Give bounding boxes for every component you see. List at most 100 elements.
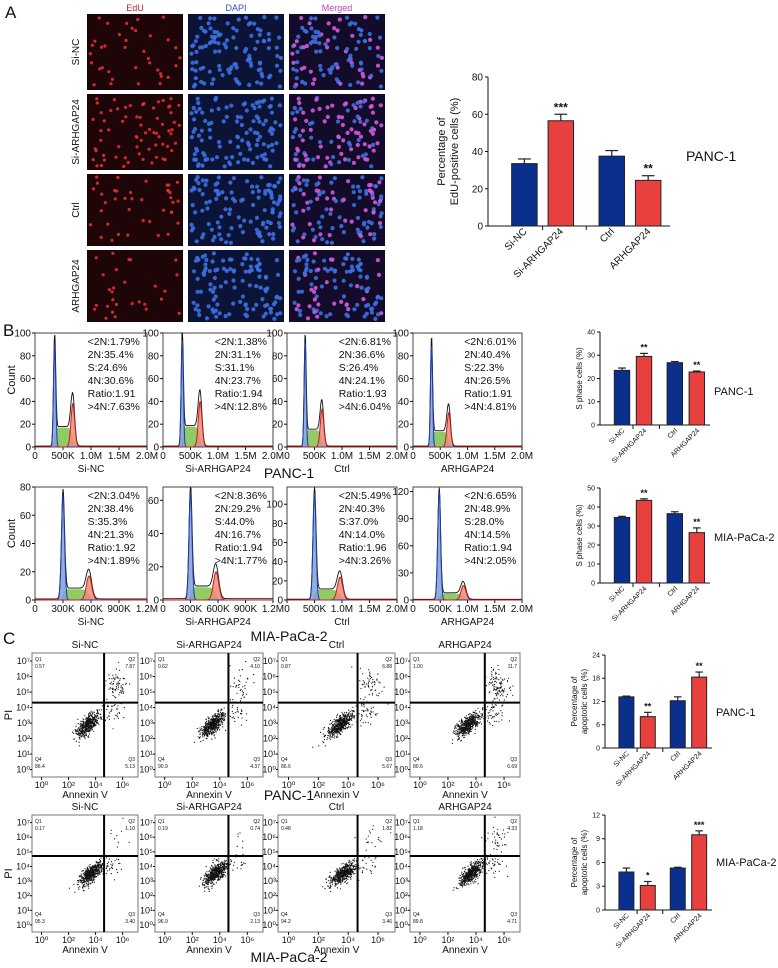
event-dot — [237, 707, 239, 709]
panel-label-c: C — [3, 629, 15, 648]
event-dot — [460, 739, 462, 741]
cell-nucleus — [271, 302, 276, 307]
cell-nucleus — [360, 175, 365, 180]
event-dot — [91, 719, 93, 721]
event-dot — [117, 681, 119, 683]
event-dot — [224, 713, 226, 715]
y-tick-label: 40 — [472, 147, 484, 158]
cell-nucleus — [136, 17, 140, 22]
event-dot — [363, 703, 365, 705]
event-dot — [242, 694, 244, 696]
event-dot — [220, 718, 222, 720]
event-dot — [359, 667, 362, 669]
event-dot — [81, 877, 83, 879]
annexin-axis-label: Annexin V — [62, 790, 108, 801]
event-dot — [329, 732, 331, 734]
event-dot — [115, 676, 117, 679]
bar — [669, 867, 686, 911]
x-tick-label: 10⁰ — [35, 780, 49, 790]
cell-cycle-stat: Ratio:1.91 — [464, 388, 512, 400]
quadrant-name: Q1 — [281, 657, 288, 663]
cell-nucleus — [211, 297, 216, 302]
event-dot — [220, 714, 222, 716]
cell-nucleus — [217, 225, 222, 230]
event-dot — [457, 725, 460, 727]
event-dot — [334, 723, 336, 725]
event-dot — [495, 671, 497, 673]
event-dot — [88, 736, 90, 738]
micrograph-dapi — [188, 250, 284, 322]
event-dot — [352, 715, 354, 717]
quadrant-percentage: 5.13 — [125, 764, 135, 770]
category-label: Ctrl — [670, 912, 683, 925]
event-dot — [216, 860, 218, 862]
event-dot — [89, 721, 91, 723]
event-dot — [224, 718, 226, 721]
event-dot — [464, 729, 466, 731]
event-dot — [489, 681, 491, 684]
cell-nucleus — [231, 268, 237, 273]
event-dot — [492, 684, 494, 686]
event-dot — [492, 689, 495, 691]
event-dot — [88, 878, 90, 880]
cell-nucleus — [169, 111, 173, 115]
event-dot — [332, 729, 334, 731]
cell-nucleus — [198, 289, 203, 294]
cell-nucleus — [208, 282, 213, 287]
cell-nucleus — [166, 144, 170, 148]
event-dot — [87, 723, 89, 725]
event-dot — [93, 724, 95, 726]
x-tick-label: 500K — [179, 451, 203, 462]
event-dot — [216, 725, 218, 727]
event-dot — [239, 700, 242, 702]
y-tick-label: 80 — [20, 483, 32, 494]
channel-header: Merged — [322, 3, 353, 13]
y-tick-label: 20 — [148, 562, 160, 573]
event-dot — [212, 862, 214, 864]
cell-nucleus — [254, 227, 259, 232]
cell-nucleus — [166, 188, 170, 192]
event-dot — [206, 725, 209, 727]
total-histogram-line — [287, 334, 397, 447]
event-dot — [334, 721, 336, 723]
micrograph-background — [87, 250, 183, 322]
event-dot — [361, 709, 363, 711]
cell-nucleus — [312, 251, 317, 256]
cell-nucleus — [216, 175, 221, 180]
cell-nucleus — [304, 118, 309, 123]
cell-nucleus — [223, 207, 228, 212]
cell-nucleus — [144, 307, 148, 311]
event-dot — [77, 734, 79, 736]
cell-nucleus — [234, 45, 239, 51]
cell-nucleus — [261, 38, 266, 44]
event-dot — [83, 725, 85, 727]
cell-nucleus — [107, 70, 111, 74]
quadrant-name: Q4 — [281, 757, 288, 763]
event-dot — [213, 735, 215, 737]
event-dot — [372, 686, 374, 688]
cell-nucleus — [371, 207, 376, 212]
event-dot — [348, 716, 351, 719]
cell-nucleus — [367, 31, 372, 37]
cell-nucleus — [250, 184, 255, 189]
cell-nucleus — [344, 256, 349, 261]
event-dot — [99, 859, 101, 862]
category-label: Si-NC — [503, 226, 530, 253]
cell-nucleus — [325, 155, 330, 160]
bar — [639, 884, 656, 911]
event-dot — [242, 692, 244, 694]
event-dot — [467, 729, 469, 732]
event-dot — [117, 686, 120, 688]
event-dot — [458, 732, 460, 734]
event-dot — [89, 712, 91, 714]
cell-cycle-stat: 4N:21.3% — [88, 529, 134, 541]
event-dot — [351, 666, 353, 668]
event-dot — [332, 730, 335, 732]
event-dot — [372, 711, 374, 713]
event-dot — [83, 874, 85, 876]
event-dot — [98, 717, 100, 719]
event-dot — [221, 709, 223, 711]
cell-nucleus — [189, 222, 194, 227]
event-dot — [489, 691, 491, 693]
cell-nucleus — [191, 105, 196, 111]
